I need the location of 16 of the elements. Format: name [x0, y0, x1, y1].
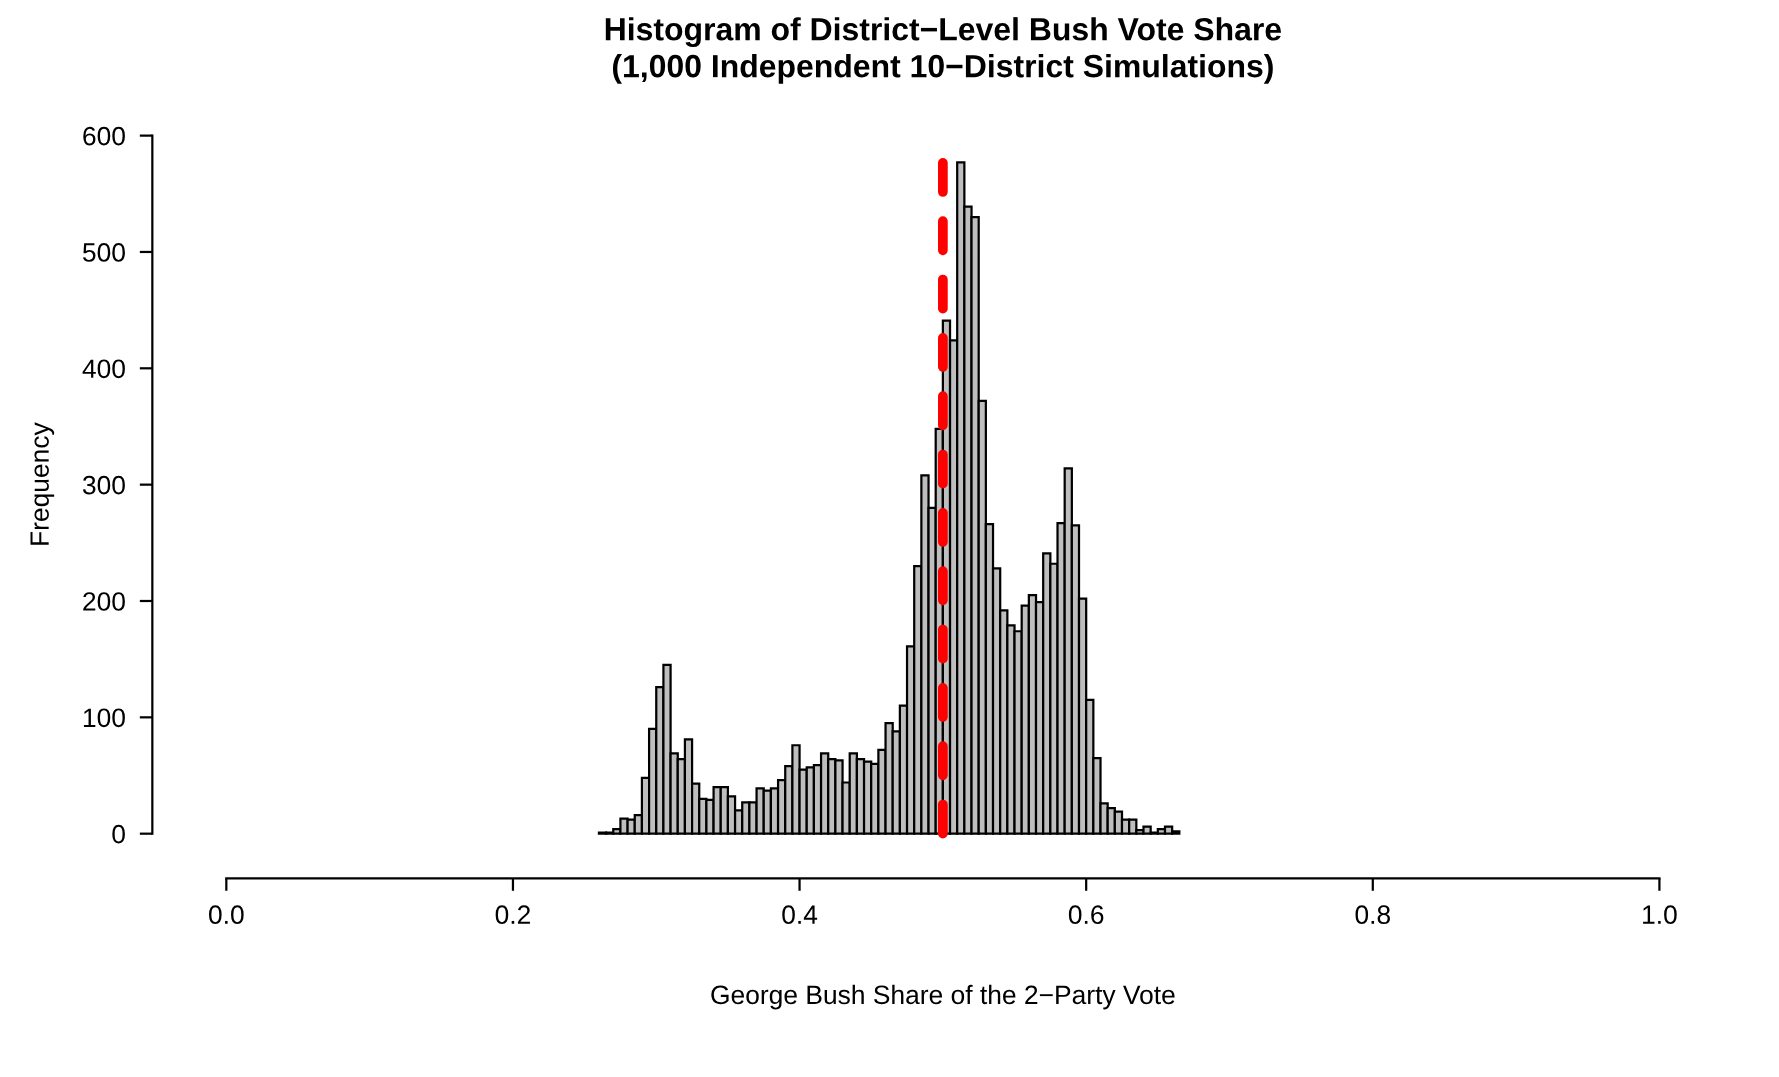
y-tick-label: 500 [82, 243, 125, 262]
x-axis-title: George Bush Share of the 2−Party Vote [711, 984, 1175, 1010]
y-axis-title: Frequency [30, 422, 55, 545]
y-tick-label: 400 [82, 359, 125, 379]
y-tick-label: 300 [82, 475, 125, 495]
x-tick-label: 0.8 [1355, 905, 1390, 925]
x-tick-label: 1.0 [1643, 905, 1677, 925]
x-tick-label: 0.2 [495, 905, 530, 925]
x-tick-label: 0.4 [782, 905, 818, 925]
x-tick-label: 0.6 [1068, 905, 1104, 925]
x-tick-label: 0.0 [209, 905, 244, 925]
y-tick-label: 0 [112, 824, 125, 844]
y-tick-label: 100 [83, 708, 125, 728]
chart-title: Histogram of District−Level Bush Vote Share (1,000 Independent 10−District Simulations) [605, 17, 1281, 84]
y-tick-label: 200 [83, 592, 125, 611]
y-tick-label: 600 [83, 126, 125, 146]
